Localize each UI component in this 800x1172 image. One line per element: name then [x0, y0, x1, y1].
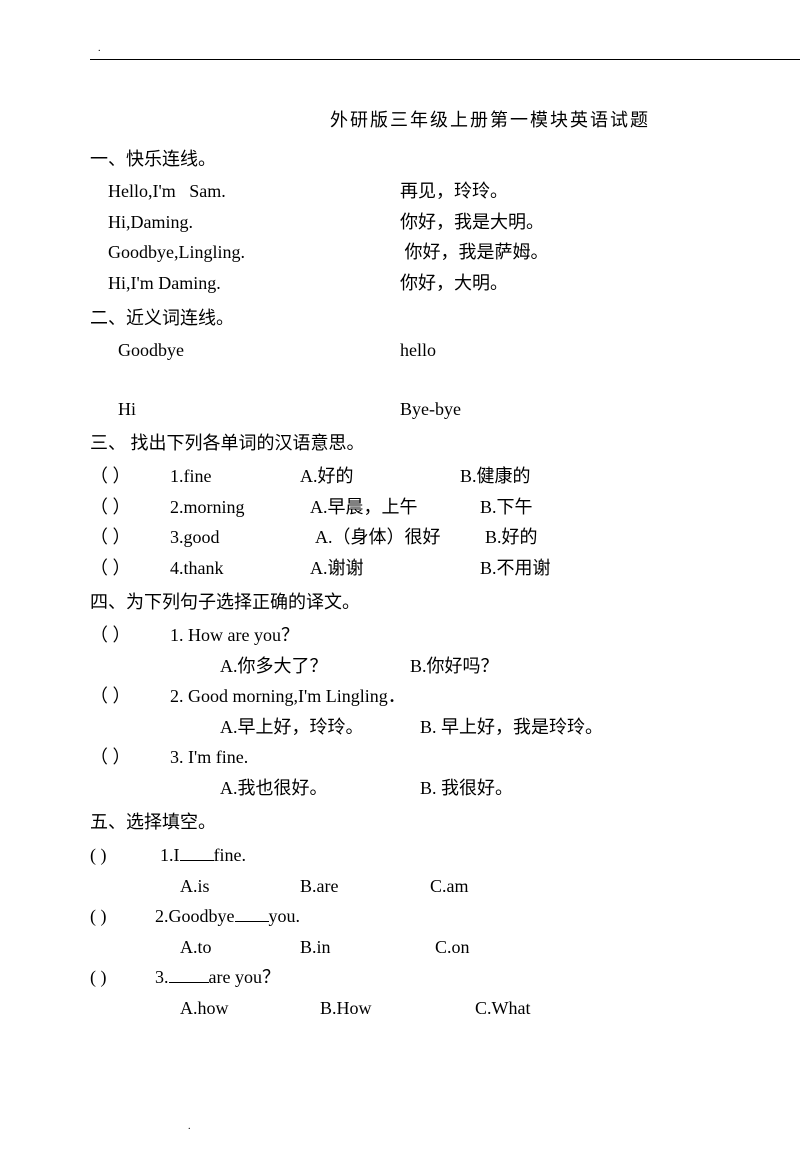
s1-left: Hello,I'm Sam. [90, 176, 400, 207]
s5-opt-a: A.to [180, 932, 300, 963]
blank-paren: （ ） [90, 522, 170, 553]
section3-heading: 三、 找出下列各单词的汉语意思。 [90, 428, 800, 459]
blank-paren: ( ) [90, 962, 155, 993]
s5-opt-a: A.is [180, 871, 300, 902]
s2-row: Goodbyehello [90, 335, 800, 366]
s3-word: 2.morning [170, 492, 310, 523]
s4-opt-a: A.我也很好。 [220, 773, 420, 804]
section1-heading: 一、快乐连线。 [90, 144, 800, 175]
s1-left: Goodbye,Lingling. [90, 237, 400, 268]
s4-options: A.你多大了？B.你好吗？ [90, 651, 800, 682]
blank-paren: （ ） [90, 461, 170, 492]
s3-item: （ ）2.morningA.早晨，上午B.下午 [90, 492, 800, 523]
s3-opt-a: A.谢谢 [310, 553, 480, 584]
s5-opt-b: B.are [300, 871, 430, 902]
blank-paren: （ ） [90, 492, 170, 523]
s4-item: （ ）2. Good morning,I'm Lingling． [90, 681, 800, 712]
s5-q-tail: you. [269, 901, 301, 932]
s5-item: ( )2.Goodbye you. [90, 901, 800, 932]
s4-question: 2. Good morning,I'm Lingling． [170, 681, 406, 712]
s3-opt-b: B.下午 [480, 492, 533, 523]
s1-right: 你好，大明。 [400, 268, 800, 299]
s5-q-tail: fine. [214, 840, 246, 871]
s4-item: （ ）3. I'm fine. [90, 742, 800, 773]
s5-q-pre: 2.Goodbye [155, 901, 235, 932]
s5-opt-c: C.What [475, 998, 531, 1018]
s3-opt-b: B.健康的 [460, 461, 531, 492]
s1-row: Hi,Daming.你好，我是大明。 [90, 207, 800, 238]
s4-opt-b: B. 早上好，我是玲玲。 [420, 712, 603, 743]
s1-right: 你好，我是大明。 [400, 207, 800, 238]
section5-heading: 五、选择填空。 [90, 807, 800, 838]
s2-left: Goodbye [90, 335, 400, 366]
blank-paren: （ ） [90, 620, 170, 651]
section4-heading: 四、为下列句子选择正确的译文。 [90, 587, 800, 618]
s5-item: ( )1.I fine. [90, 840, 800, 871]
top-dot-marker: . [98, 40, 800, 57]
s4-options: A.早上好，玲玲。B. 早上好，我是玲玲。 [90, 712, 800, 743]
s3-opt-b: B.好的 [485, 522, 538, 553]
s4-question: 1. How are you？ [170, 620, 299, 651]
s2-left: Hi [90, 394, 400, 425]
s1-row: Hi,I'm Daming.你好，大明。 [90, 268, 800, 299]
s4-item: （ ）1. How are you？ [90, 620, 800, 651]
s3-item: （ ）4.thankA.谢谢B.不用谢 [90, 553, 800, 584]
s1-row: Hello,I'm Sam.再见，玲玲。 [90, 176, 800, 207]
s1-left: Hi,Daming. [90, 207, 400, 238]
s5-opt-c: C.on [435, 937, 470, 957]
s3-word: 4.thank [170, 553, 310, 584]
blank-paren: （ ） [90, 681, 170, 712]
horizontal-rule [90, 59, 800, 60]
s1-row: Goodbye,Lingling. 你好，我是萨姆。 [90, 237, 800, 268]
s4-question: 3. I'm fine. [170, 742, 248, 773]
s3-word: 3.good [170, 522, 315, 553]
s5-opt-b: B.in [300, 932, 435, 963]
s5-options: A.toB.inC.on [90, 932, 800, 963]
s3-item: （ ）1.fineA.好的B.健康的 [90, 461, 800, 492]
s5-q-pre: 1.I [160, 840, 180, 871]
s4-opt-b: B. 我很好。 [420, 773, 513, 804]
s2-right: hello [400, 335, 800, 366]
s1-left: Hi,I'm Daming. [90, 268, 400, 299]
s3-opt-a: A.（身体）很好 [315, 522, 485, 553]
section2-heading: 二、近义词连线。 [90, 303, 800, 334]
s1-right: 再见，玲玲。 [400, 176, 800, 207]
s5-q-pre: 3. [155, 962, 169, 993]
document-title: 外研版三年级上册第一模块英语试题 [90, 105, 800, 136]
s4-opt-b: B.你好吗？ [410, 651, 499, 682]
s2-row: HiBye-bye [90, 394, 800, 425]
bottom-dot-marker: . [188, 1118, 191, 1135]
s1-right: 你好，我是萨姆。 [400, 237, 800, 268]
s5-options: A.isB.areC.am [90, 871, 800, 902]
blank-paren: （ ） [90, 553, 170, 584]
fill-blank [235, 908, 269, 922]
s3-opt-b: B.不用谢 [480, 553, 551, 584]
s4-options: A.我也很好。B. 我很好。 [90, 773, 800, 804]
blank-paren: （ ） [90, 742, 170, 773]
s3-opt-a: A.早晨，上午 [310, 492, 480, 523]
s3-word: 1.fine [170, 461, 300, 492]
blank-paren: ( ) [90, 840, 160, 871]
s5-q-tail: are you？ [209, 962, 280, 993]
s4-opt-a: A.早上好，玲玲。 [220, 712, 420, 743]
blank-paren: ( ) [90, 901, 155, 932]
s5-item: ( )3. are you？ [90, 962, 800, 993]
fill-blank [180, 847, 214, 861]
s5-options: A.howB.HowC.What [90, 993, 800, 1024]
s3-item: （ ）3.goodA.（身体）很好B.好的 [90, 522, 800, 553]
s5-opt-a: A.how [180, 993, 320, 1024]
s2-right: Bye-bye [400, 394, 800, 425]
s5-opt-c: C.am [430, 876, 469, 896]
s4-opt-a: A.你多大了？ [220, 651, 410, 682]
fill-blank [169, 969, 209, 983]
s5-opt-b: B.How [320, 993, 475, 1024]
s3-opt-a: A.好的 [300, 461, 460, 492]
